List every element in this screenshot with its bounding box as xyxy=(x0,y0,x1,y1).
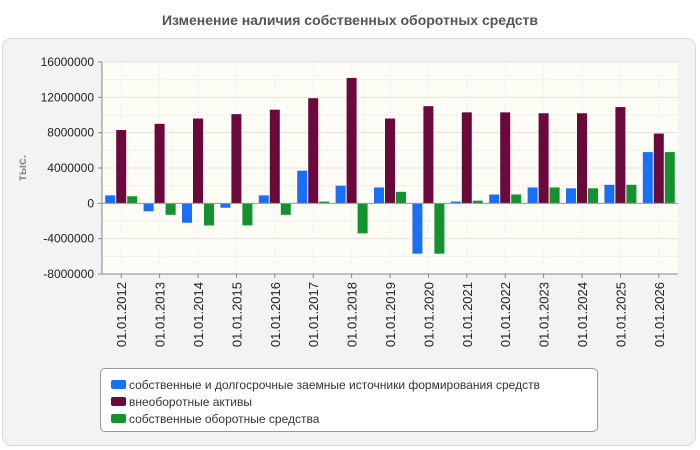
chart-title: Изменение наличия собственных оборотных … xyxy=(161,12,539,28)
x-tick-label: 01.01.2021 xyxy=(460,282,475,347)
bar-sources xyxy=(258,195,269,204)
bar-sources xyxy=(566,188,576,204)
legend-label-noncurrent-assets: внеоборотные активы xyxy=(129,394,252,409)
legend-item-working-capital: собственные оборотные средства xyxy=(111,410,597,427)
x-tick-label: 01.01.2020 xyxy=(421,282,436,347)
y-axis-title: тыс. xyxy=(15,155,29,181)
legend: собственные и долгосрочные заемные источ… xyxy=(100,368,598,432)
bar-noncurrent-assets xyxy=(423,106,434,204)
bar-noncurrent-assets xyxy=(269,109,280,204)
bar-noncurrent-assets xyxy=(385,118,395,204)
bar-noncurrent-assets xyxy=(154,123,165,204)
bar-noncurrent-assets xyxy=(577,113,587,204)
x-tick-label: 01.01.2022 xyxy=(498,282,513,347)
bar-working-capital xyxy=(319,201,330,204)
x-tick-label: 01.01.2023 xyxy=(537,282,552,347)
legend-item-sources: собственные и долгосрочные заемные источ… xyxy=(111,376,597,393)
bar-working-capital xyxy=(511,194,522,204)
legend-item-noncurrent-assets: внеоборотные активы xyxy=(111,393,597,410)
bar-working-capital xyxy=(242,203,253,226)
bar-working-capital xyxy=(588,188,598,204)
legend-swatch-working-capital xyxy=(111,414,126,423)
bar-working-capital xyxy=(127,196,138,204)
bar-noncurrent-assets xyxy=(538,113,549,204)
bar-sources xyxy=(297,170,308,204)
bar-sources xyxy=(105,195,116,204)
bar-working-capital xyxy=(434,203,445,254)
x-tick-label: 01.01.2026 xyxy=(652,282,667,347)
bar-noncurrent-assets xyxy=(231,114,242,204)
bar-noncurrent-assets xyxy=(615,107,626,204)
legend-label-sources: собственные и долгосрочные заемные источ… xyxy=(129,377,540,392)
bar-sources xyxy=(374,187,384,204)
x-tick-label: 01.01.2019 xyxy=(383,282,398,347)
bar-sources xyxy=(412,203,423,254)
x-tick-label: 01.01.2018 xyxy=(345,282,360,347)
bar-sources xyxy=(450,201,461,204)
bar-noncurrent-assets xyxy=(346,77,357,204)
x-tick-label: 01.01.2015 xyxy=(229,282,244,347)
bar-sources xyxy=(604,184,615,204)
bar-sources xyxy=(489,194,500,204)
x-tick-label: 01.01.2017 xyxy=(306,282,321,347)
bar-working-capital xyxy=(396,191,406,204)
y-tick-label: -4000000 xyxy=(43,232,94,246)
bar-working-capital xyxy=(549,187,560,204)
x-tick-label: 01.01.2012 xyxy=(114,282,129,347)
bar-noncurrent-assets xyxy=(461,112,472,204)
bar-sources xyxy=(527,187,538,204)
bar-sources xyxy=(335,185,346,204)
legend-label-working-capital: собственные оборотные средства xyxy=(129,411,320,426)
bar-noncurrent-assets xyxy=(500,112,511,204)
bar-noncurrent-assets xyxy=(308,98,319,204)
bar-working-capital xyxy=(165,203,176,215)
bar-sources xyxy=(143,203,154,212)
bar-working-capital xyxy=(280,203,291,215)
y-tick-label: 8000000 xyxy=(47,126,94,140)
bar-working-capital xyxy=(664,152,675,204)
y-tick-label: 4000000 xyxy=(47,161,94,175)
bar-noncurrent-assets xyxy=(116,130,127,204)
legend-swatch-sources xyxy=(111,380,126,389)
x-tick-label: 01.01.2024 xyxy=(575,282,590,347)
bar-sources xyxy=(220,203,231,208)
y-tick-label: 12000000 xyxy=(41,90,95,104)
x-tick-label: 01.01.2014 xyxy=(191,282,206,347)
x-tick-label: 01.01.2013 xyxy=(153,282,168,347)
y-tick-label: -8000000 xyxy=(43,267,94,281)
bar-noncurrent-assets xyxy=(653,133,664,204)
y-tick-label: 0 xyxy=(87,196,94,210)
y-tick-label: 16000000 xyxy=(41,55,95,69)
bar-sources xyxy=(642,152,653,204)
legend-swatch-noncurrent-assets xyxy=(111,397,126,406)
bar-working-capital xyxy=(472,200,483,204)
bar-working-capital xyxy=(357,203,368,234)
x-tick-label: 01.01.2025 xyxy=(613,282,628,347)
bar-sources xyxy=(182,203,192,223)
bar-noncurrent-assets xyxy=(193,118,203,204)
bar-working-capital xyxy=(204,203,214,226)
bar-working-capital xyxy=(626,184,637,204)
x-tick-label: 01.01.2016 xyxy=(268,282,283,347)
